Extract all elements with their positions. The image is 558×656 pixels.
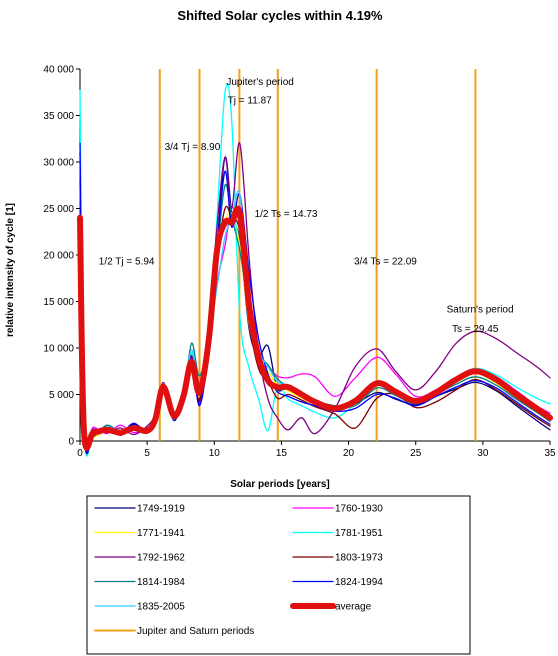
x-tick-label: 10 xyxy=(209,448,221,459)
annotation-label: 3/4 Ts = 22.09 xyxy=(354,256,417,267)
annotation-label: 3/4 Tj = 8.90 xyxy=(165,142,221,153)
y-tick-label: 15 000 xyxy=(43,297,74,308)
x-tick-label: 35 xyxy=(544,448,556,459)
x-axis-title: Solar periods [years] xyxy=(230,479,329,490)
legend-box xyxy=(86,495,471,655)
x-tick-label: 5 xyxy=(144,448,150,459)
legend-label: 1814-1984 xyxy=(137,577,185,588)
legend-label: 1771-1941 xyxy=(137,528,185,539)
legend-label: 1835-2005 xyxy=(137,602,185,613)
x-tick-label: 15 xyxy=(276,448,288,459)
y-axis-title: relative intensity of cycle [1] xyxy=(5,203,16,337)
y-tick-label: 25 000 xyxy=(43,204,74,215)
y-tick-label: 40 000 xyxy=(43,65,74,76)
plot-area: 0 5 000 10 000 15 000 20 000 25 000 30 000 35 0… xyxy=(43,65,556,460)
series-line-average xyxy=(77,205,553,451)
x-tick-label: 20 xyxy=(343,448,355,459)
annotation-label: Jupiter's period xyxy=(226,77,294,88)
annotation-label: 1/2 Ts = 14.73 xyxy=(255,209,318,220)
legend: 1749-1919 1760-1930 1771-1941 1781-1951 1792… xyxy=(86,495,471,655)
legend-label: 1792-1962 xyxy=(137,553,185,564)
annotation-label: Ts = 29.45 xyxy=(452,324,499,335)
y-tick-label: 30 000 xyxy=(43,158,74,169)
annotation-label: Saturn's period xyxy=(447,305,514,316)
y-tick-label: 0 xyxy=(68,437,74,448)
y-tick-label: 35 000 xyxy=(43,111,74,122)
x-tick-label: 30 xyxy=(477,448,489,459)
annotation-label: Tj = 11.87 xyxy=(228,95,272,106)
y-tick-label: 20 000 xyxy=(43,251,74,262)
legend-label: 1803-1973 xyxy=(335,553,383,564)
legend-label: 1824-1994 xyxy=(335,577,383,588)
y-tick-label: 10 000 xyxy=(43,344,74,355)
series-line-1792-1962 xyxy=(79,142,551,452)
legend-label: average xyxy=(335,602,372,613)
y-tick-label: 5 000 xyxy=(49,390,74,401)
x-tick-label: 25 xyxy=(410,448,422,459)
chart-title: Shifted Solar cycles within 4.19% xyxy=(177,8,383,23)
series-line-1749-1919 xyxy=(79,152,551,453)
x-tick-label: 0 xyxy=(77,448,83,459)
series-line-1824-1994 xyxy=(79,142,551,455)
annotation-label: 1/2 Tj = 5.94 xyxy=(99,256,155,267)
legend-label: 1760-1930 xyxy=(335,504,383,515)
legend-label: Jupiter and Saturn periods xyxy=(137,626,254,637)
legend-label: 1749-1919 xyxy=(137,504,185,515)
legend-label: 1781-1951 xyxy=(335,528,383,539)
